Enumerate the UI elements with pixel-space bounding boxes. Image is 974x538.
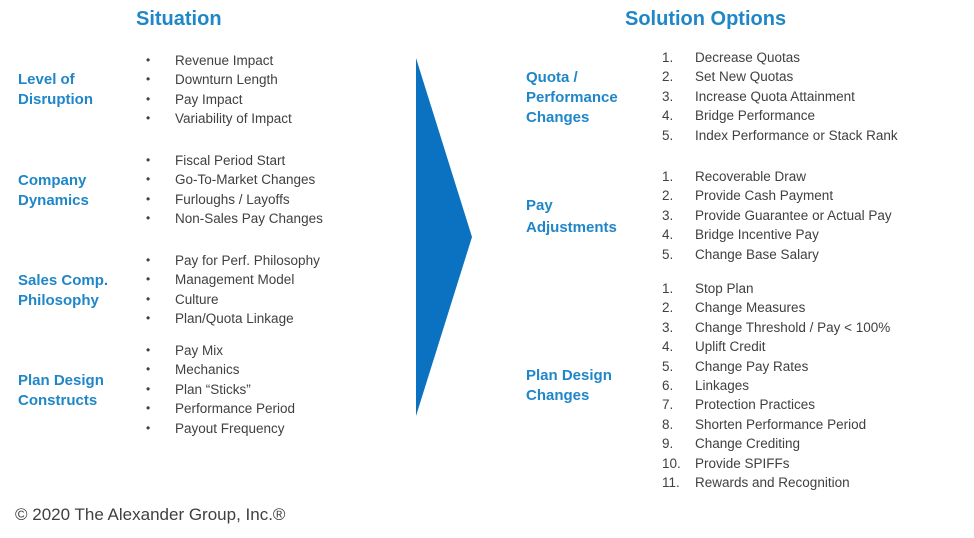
arrow-shape [416, 58, 472, 416]
situation-category-level-of-disruption: Level of Disruption [18, 71, 93, 108]
situation-category-company-dynamics: Company Dynamics [18, 172, 89, 209]
flow-arrow-icon [416, 58, 472, 416]
situation-category-sales-comp-philosophy: Sales Comp. Philosophy [18, 272, 109, 309]
copyright-footer: © 2020 The Alexander Group, Inc.® [15, 505, 286, 524]
solution-options-heading: Solution Options [625, 8, 787, 30]
solution-category-pay-adjustments: Pay Adjustments [526, 197, 617, 236]
solution-category-plan-design-changes: Plan Design Changes [526, 367, 612, 404]
situation-heading: Situation [136, 8, 222, 30]
solution-category-quota-performance-changes: Quota / Performance Changes [526, 69, 618, 126]
situation-category-plan-design-constructs: Plan Design Constructs [18, 372, 104, 409]
